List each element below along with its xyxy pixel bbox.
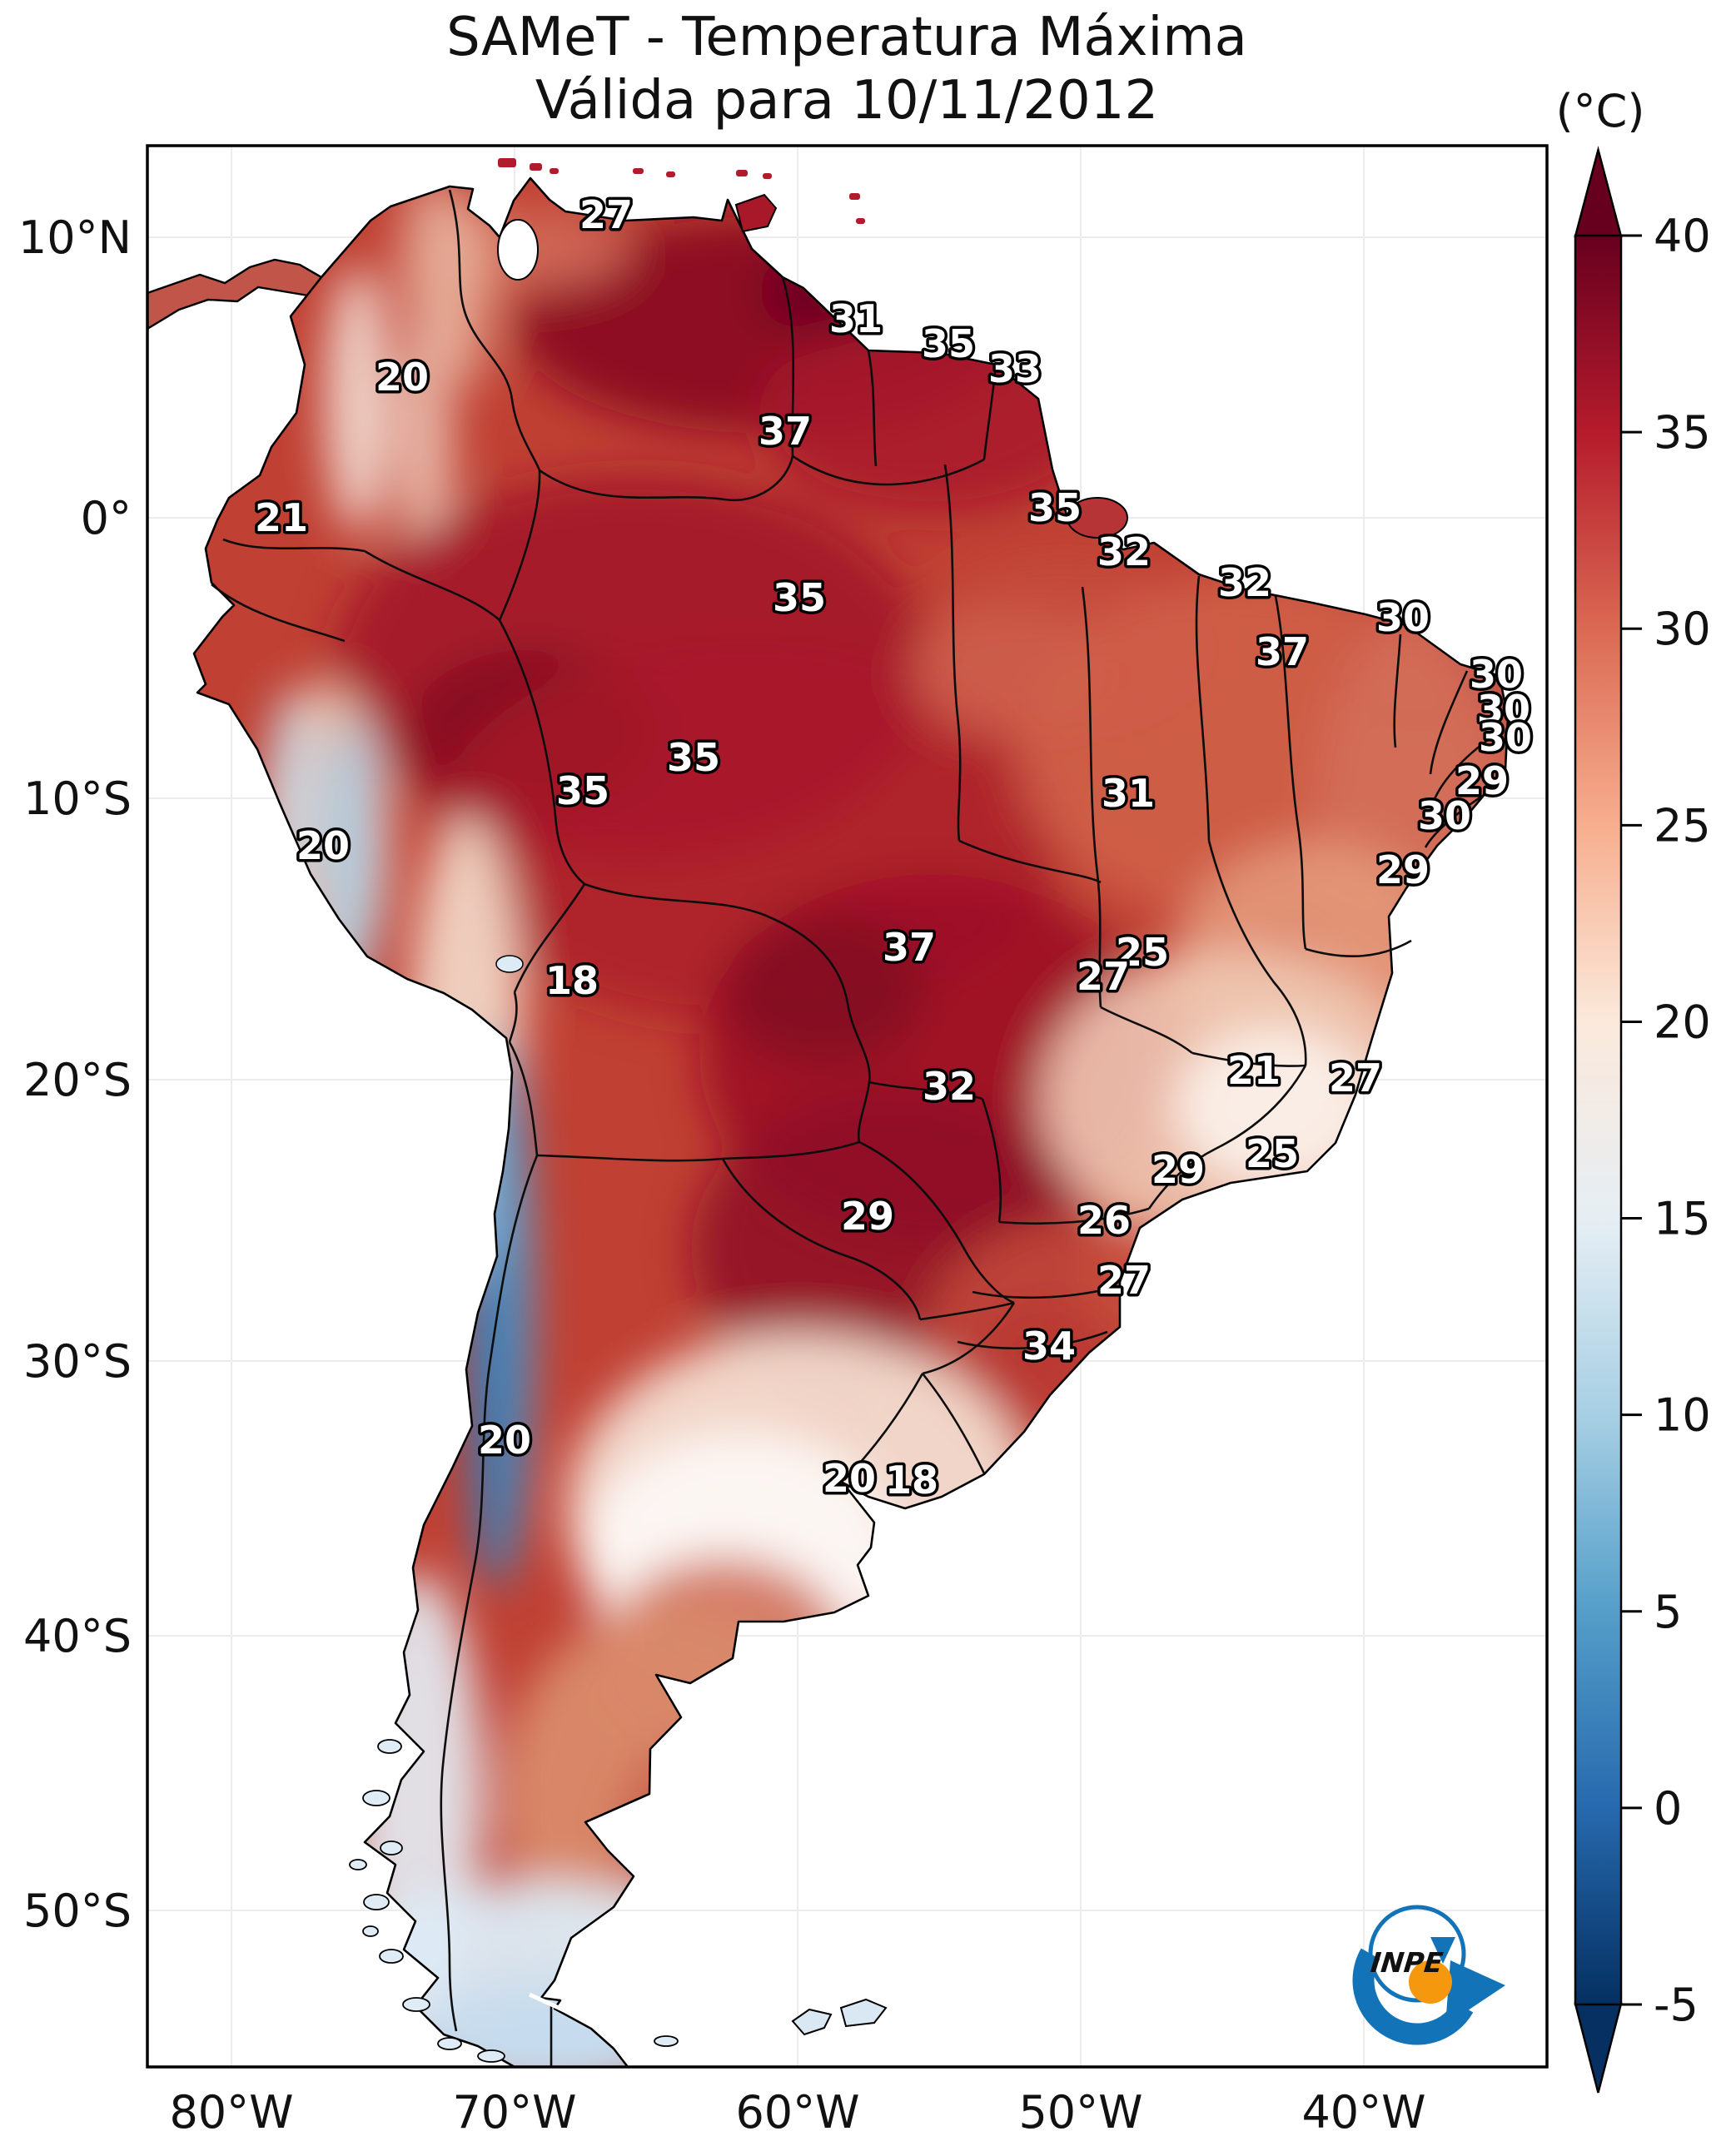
station-temperature-label: 26 (1077, 1198, 1131, 1243)
station-temperature-label: 35 (556, 768, 609, 813)
lon-tick-label: 60°W (735, 2086, 859, 2139)
station-temperature-label: 21 (1227, 1048, 1281, 1093)
lon-tick-label: 70°W (452, 2086, 576, 2139)
magellan-strait (528, 1992, 633, 2044)
station-temperature-label: 29 (841, 1194, 894, 1239)
station-temperature-label: 18 (885, 1458, 938, 1503)
colorbar-over-arrow (1574, 146, 1623, 238)
lat-tick-label: 10°S (23, 772, 132, 825)
colorbar-gradient-bar (1574, 234, 1623, 2006)
lon-tick-label: 50°W (1018, 2086, 1142, 2139)
lon-tick-label: 40°W (1301, 2086, 1425, 2139)
trinidad-island (734, 193, 778, 233)
station-temperature-label: 32 (1097, 529, 1151, 574)
political-borders (211, 189, 1505, 2067)
station-temperature-label: 25 (1246, 1131, 1299, 1176)
station-temperature-label: 35 (773, 575, 826, 620)
station-temperature-label: 27 (1097, 1258, 1151, 1303)
colorbar-ticks: 40 35 30 25 20 15 10 5 0 -5 (1621, 210, 1711, 2031)
colorbar: (°C) 40 35 30 25 20 15 10 5 0 -5 (1556, 85, 1711, 2094)
inpe-logo-orbit-circle (1368, 1905, 1466, 2003)
station-temperature-label: 27 (579, 192, 633, 237)
station-temperature-label: 35 (667, 735, 720, 780)
station-temperature-label: 25 (1116, 930, 1169, 975)
station-temperature-label: 29 (1455, 758, 1509, 803)
falkland-islands (791, 1998, 888, 2036)
caribbean-islands (498, 158, 865, 224)
station-temperature-label: 20 (478, 1418, 531, 1463)
colorbar-tick-label: 0 (1654, 1782, 1682, 1835)
marajo-island (1067, 497, 1128, 539)
station-temperature-label: 29 (1376, 847, 1430, 892)
inpe-logo-swoosh-arrow (1352, 1948, 1474, 2045)
colorbar-tick-label: 25 (1654, 799, 1711, 852)
colorbar-tick-label: 35 (1654, 406, 1711, 459)
station-temperature-label: 20 (823, 1456, 876, 1501)
inpe-logo: INPE (1352, 1905, 1505, 2045)
station-temperature-label: 37 (759, 409, 812, 454)
lat-tick-label: 40°S (23, 1610, 132, 1662)
inpe-logo-arrowhead (1445, 1960, 1505, 2025)
inpe-logo-text: INPE (1369, 1946, 1445, 1979)
colorbar-unit-label: (°C) (1556, 85, 1645, 137)
station-temperature-label: 32 (923, 1064, 976, 1109)
chilean-fjord-islands (349, 1739, 679, 2063)
colorbar-tick-label: 5 (1654, 1586, 1682, 1638)
lat-tick-label: 20°S (23, 1054, 132, 1106)
latitude-axis-labels: 10°N 0° 10°S 20°S 30°S 40°S 50°S (18, 211, 132, 1937)
station-temperature-label: 34 (1022, 1324, 1076, 1369)
lat-tick-label: 50°S (23, 1885, 132, 1937)
inpe-logo-down-arrow (1430, 1937, 1455, 1964)
lat-tick-label: 10°N (18, 211, 132, 264)
station-temperature-label: 29 (1151, 1147, 1205, 1192)
lake-titicaca (495, 955, 524, 973)
colorbar-tick-label: 15 (1654, 1193, 1711, 1245)
lat-tick-label: 30°S (23, 1335, 132, 1388)
station-temperature-label: 30 (1479, 715, 1532, 760)
station-temperature-label: 20 (296, 823, 350, 868)
axes-frame (146, 144, 1549, 2069)
station-temperature-label: 31 (1102, 771, 1155, 816)
lat-tick-label: 0° (81, 492, 132, 544)
figure-subtitle: Válida para 10/11/2012 (535, 70, 1158, 132)
station-temperature-label: 30 (1376, 595, 1430, 640)
lon-tick-label: 80°W (169, 2086, 293, 2139)
inpe-logo-orange-dot (1409, 1960, 1452, 2004)
station-temperature-label: 21 (255, 495, 308, 540)
colorbar-tick-label: -5 (1654, 1979, 1699, 2031)
station-temperature-label: 35 (922, 321, 975, 366)
station-temperature-label: 30 (1477, 687, 1530, 732)
colorbar-tick-label: 10 (1654, 1389, 1711, 1442)
colorbar-under-arrow (1574, 2002, 1623, 2094)
lake-maracaibo (497, 219, 539, 281)
station-temperature-label: 27 (1077, 954, 1130, 999)
station-temperature-label: 20 (376, 355, 429, 400)
station-temperature-label: 32 (1218, 560, 1271, 605)
station-temperature-label: 31 (829, 296, 883, 341)
figure-title: SAMeT - Temperatura Máxima (446, 7, 1247, 68)
station-temperature-label: 37 (883, 925, 936, 970)
continent-coastline (192, 176, 1510, 2069)
station-temperature-label: 33 (988, 346, 1042, 391)
station-temperature-label: 30 (1418, 793, 1471, 838)
colorbar-tick-label: 20 (1654, 996, 1711, 1048)
station-temperature-label: 18 (545, 958, 599, 1003)
longitude-axis-labels: 80°W 70°W 60°W 50°W 40°W (169, 2086, 1425, 2139)
station-temperature-label: 37 (1256, 629, 1309, 674)
colorbar-tick-label: 40 (1654, 210, 1711, 262)
colorbar-tick-label: 30 (1654, 603, 1711, 655)
station-temperature-label: 27 (1329, 1056, 1382, 1100)
station-temperature-label: 35 (1028, 485, 1082, 530)
station-temperature-label: 30 (1470, 652, 1523, 697)
